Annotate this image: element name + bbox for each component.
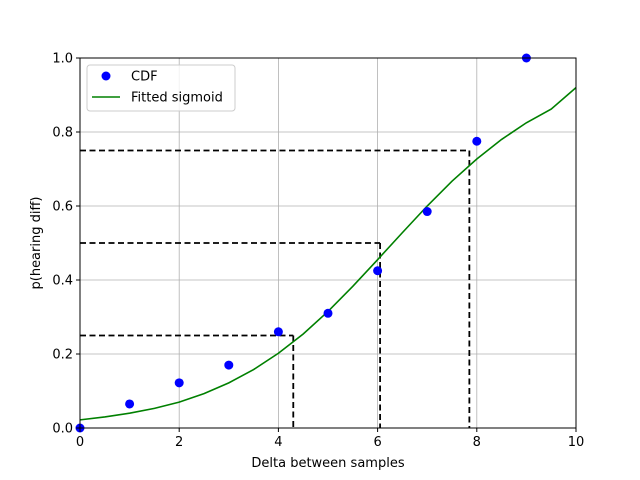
x-tick-label: 10 (568, 435, 585, 450)
cdf-point (125, 399, 135, 409)
legend-cdf-marker (101, 71, 111, 81)
y-tick-label: 1.0 (52, 52, 73, 67)
cdf-point (422, 207, 432, 217)
cdf-points-group (75, 53, 531, 433)
plot-frame (79, 57, 577, 429)
x-tick-label: 2 (175, 435, 183, 450)
x-tick-label: 0 (76, 435, 84, 450)
cdf-point (174, 378, 184, 388)
x-tick-label: 6 (373, 435, 381, 450)
x-axis-label: Delta between samples (251, 456, 404, 471)
cdf-point (273, 327, 283, 337)
cdf-point (323, 308, 333, 318)
legend-cdf-label: CDF (131, 70, 158, 85)
y-tick-label: 0.2 (52, 348, 73, 363)
x-tick-label: 4 (274, 435, 282, 450)
y-tick-label: 0.6 (52, 200, 73, 215)
cdf-point (224, 360, 234, 370)
y-tick-label: 0.8 (52, 126, 73, 141)
legend: CDF Fitted sigmoid (86, 64, 236, 112)
y-tick-label: 0.0 (52, 422, 73, 437)
axis-ticks: 0 2 4 6 8 10 0.0 0.2 0.4 0.6 0.8 1.0 (52, 52, 584, 451)
legend-box (86, 64, 236, 112)
cdf-point (472, 136, 482, 146)
x-tick-label: 8 (473, 435, 481, 450)
cdf-point (373, 266, 383, 276)
legend-sigmoid-label: Fitted sigmoid (131, 91, 223, 106)
y-tick-label: 0.4 (52, 274, 73, 289)
y-axis-label: p(hearing diff) (29, 197, 44, 290)
